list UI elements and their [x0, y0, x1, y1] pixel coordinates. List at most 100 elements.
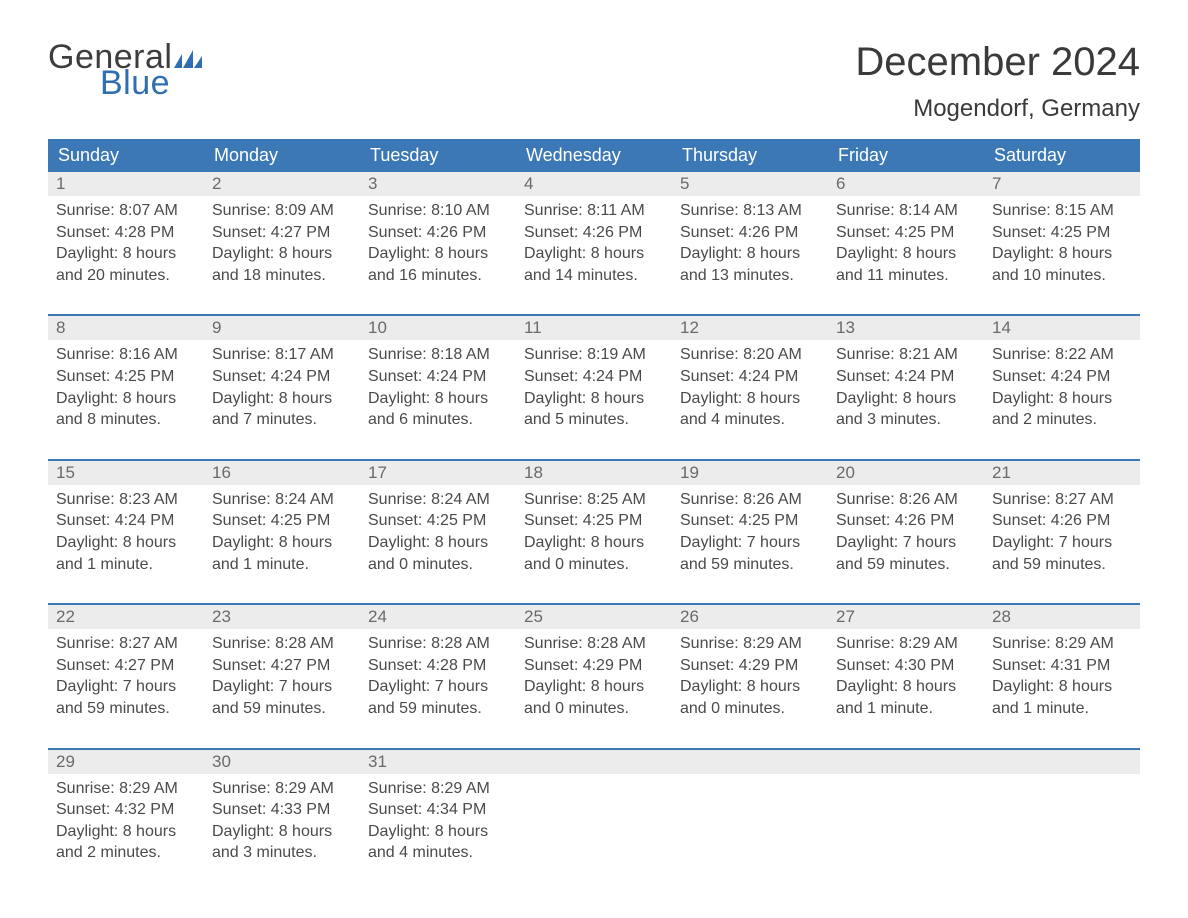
daylight-line: Daylight: 8 hours and 1 minute.: [836, 676, 976, 719]
dow-header-cell: Saturday: [984, 139, 1140, 172]
sunrise-value: 8:21 AM: [899, 346, 958, 363]
daylight-label: Daylight:: [56, 534, 123, 551]
sunrise-label: Sunrise:: [56, 202, 119, 219]
sunrise-line: Sunrise: 8:29 AM: [368, 778, 508, 800]
daylight-label: Daylight:: [992, 678, 1059, 695]
sunset-line: Sunset: 4:25 PM: [56, 366, 196, 388]
daylight-line: Daylight: 8 hours and 0 minutes.: [524, 532, 664, 575]
daylight-line: Daylight: 8 hours and 6 minutes.: [368, 388, 508, 431]
sunset-value: 4:24 PM: [739, 368, 799, 385]
sunset-label: Sunset:: [212, 512, 271, 529]
sunrise-value: 8:18 AM: [431, 346, 490, 363]
sunrise-value: 8:25 AM: [587, 491, 646, 508]
sunset-line: Sunset: 4:33 PM: [212, 799, 352, 821]
day-number-row: 15161718192021: [48, 461, 1140, 485]
daylight-line: Daylight: 7 hours and 59 minutes.: [992, 532, 1132, 575]
sunrise-label: Sunrise:: [212, 635, 275, 652]
sunset-label: Sunset:: [524, 224, 583, 241]
sunset-line: Sunset: 4:25 PM: [212, 510, 352, 532]
daylight-label: Daylight:: [836, 390, 903, 407]
sunrise-label: Sunrise:: [56, 780, 119, 797]
daylight-label: Daylight:: [524, 678, 591, 695]
sunrise-line: Sunrise: 8:28 AM: [524, 633, 664, 655]
sunrise-line: Sunrise: 8:15 AM: [992, 200, 1132, 222]
day-number-cell: 22: [48, 605, 204, 629]
sunrise-line: Sunrise: 8:16 AM: [56, 344, 196, 366]
daylight-line: Daylight: 8 hours and 1 minute.: [212, 532, 352, 575]
daylight-label: Daylight:: [524, 245, 591, 262]
day-number-cell: 31: [360, 750, 516, 774]
sunrise-value: 8:10 AM: [431, 202, 490, 219]
sunset-value: 4:31 PM: [1051, 657, 1111, 674]
sunset-value: 4:25 PM: [115, 368, 175, 385]
header: General Blue December 2024 Mogendorf, Ge…: [48, 40, 1140, 123]
day-body-row: Sunrise: 8:29 AMSunset: 4:32 PMDaylight:…: [48, 774, 1140, 892]
day-body-cell: Sunrise: 8:29 AMSunset: 4:30 PMDaylight:…: [828, 629, 984, 748]
daylight-label: Daylight:: [836, 678, 903, 695]
sunrise-line: Sunrise: 8:25 AM: [524, 489, 664, 511]
day-number-cell: 3: [360, 172, 516, 196]
daylight-line: Daylight: 8 hours and 2 minutes.: [56, 821, 196, 864]
day-number-cell: 14: [984, 316, 1140, 340]
day-body-cell: Sunrise: 8:28 AMSunset: 4:29 PMDaylight:…: [516, 629, 672, 748]
sunset-line: Sunset: 4:26 PM: [836, 510, 976, 532]
sunrise-line: Sunrise: 8:07 AM: [56, 200, 196, 222]
sunrise-label: Sunrise:: [992, 491, 1055, 508]
sunset-value: 4:24 PM: [895, 368, 955, 385]
daylight-line: Daylight: 8 hours and 7 minutes.: [212, 388, 352, 431]
sunset-value: 4:25 PM: [271, 512, 331, 529]
day-number-cell: 2: [204, 172, 360, 196]
sunset-value: 4:25 PM: [739, 512, 799, 529]
day-number-cell: [516, 750, 672, 774]
sunrise-value: 8:29 AM: [1055, 635, 1114, 652]
dow-header-row: SundayMondayTuesdayWednesdayThursdayFrid…: [48, 139, 1140, 172]
day-body-cell: [516, 774, 672, 892]
sunrise-label: Sunrise:: [368, 346, 431, 363]
sunrise-label: Sunrise:: [368, 202, 431, 219]
sunset-line: Sunset: 4:26 PM: [524, 222, 664, 244]
sunset-label: Sunset:: [56, 512, 115, 529]
day-number-cell: 4: [516, 172, 672, 196]
day-body-cell: Sunrise: 8:11 AMSunset: 4:26 PMDaylight:…: [516, 196, 672, 315]
day-body-row: Sunrise: 8:27 AMSunset: 4:27 PMDaylight:…: [48, 629, 1140, 748]
flag-icon: [174, 48, 202, 68]
sunset-label: Sunset:: [368, 368, 427, 385]
sunset-label: Sunset:: [212, 657, 271, 674]
sunrise-line: Sunrise: 8:28 AM: [212, 633, 352, 655]
daylight-line: Daylight: 8 hours and 4 minutes.: [368, 821, 508, 864]
sunset-value: 4:26 PM: [1051, 512, 1111, 529]
sunrise-value: 8:23 AM: [119, 491, 178, 508]
sunrise-line: Sunrise: 8:29 AM: [836, 633, 976, 655]
calendar-table: SundayMondayTuesdayWednesdayThursdayFrid…: [48, 139, 1140, 892]
sunset-label: Sunset:: [56, 224, 115, 241]
sunset-line: Sunset: 4:25 PM: [368, 510, 508, 532]
daylight-line: Daylight: 8 hours and 4 minutes.: [680, 388, 820, 431]
sunset-line: Sunset: 4:28 PM: [368, 655, 508, 677]
sunrise-value: 8:20 AM: [743, 346, 802, 363]
sunrise-line: Sunrise: 8:27 AM: [992, 489, 1132, 511]
sunset-line: Sunset: 4:24 PM: [368, 366, 508, 388]
day-body-cell: Sunrise: 8:09 AMSunset: 4:27 PMDaylight:…: [204, 196, 360, 315]
day-number-cell: 30: [204, 750, 360, 774]
daylight-line: Daylight: 8 hours and 11 minutes.: [836, 243, 976, 286]
day-body-cell: Sunrise: 8:10 AMSunset: 4:26 PMDaylight:…: [360, 196, 516, 315]
day-body-cell: Sunrise: 8:18 AMSunset: 4:24 PMDaylight:…: [360, 340, 516, 459]
sunrise-line: Sunrise: 8:11 AM: [524, 200, 664, 222]
dow-header-cell: Friday: [828, 139, 984, 172]
sunset-line: Sunset: 4:29 PM: [524, 655, 664, 677]
sunrise-line: Sunrise: 8:18 AM: [368, 344, 508, 366]
sunset-line: Sunset: 4:28 PM: [56, 222, 196, 244]
day-number-cell: 21: [984, 461, 1140, 485]
sunset-line: Sunset: 4:25 PM: [680, 510, 820, 532]
day-number-cell: 17: [360, 461, 516, 485]
day-body-cell: Sunrise: 8:19 AMSunset: 4:24 PMDaylight:…: [516, 340, 672, 459]
day-body-cell: Sunrise: 8:14 AMSunset: 4:25 PMDaylight:…: [828, 196, 984, 315]
daylight-line: Daylight: 7 hours and 59 minutes.: [680, 532, 820, 575]
sunset-value: 4:26 PM: [583, 224, 643, 241]
sunset-value: 4:26 PM: [427, 224, 487, 241]
daylight-label: Daylight:: [992, 534, 1059, 551]
sunset-line: Sunset: 4:31 PM: [992, 655, 1132, 677]
sunrise-line: Sunrise: 8:17 AM: [212, 344, 352, 366]
daylight-line: Daylight: 8 hours and 0 minutes.: [368, 532, 508, 575]
sunrise-label: Sunrise:: [524, 491, 587, 508]
